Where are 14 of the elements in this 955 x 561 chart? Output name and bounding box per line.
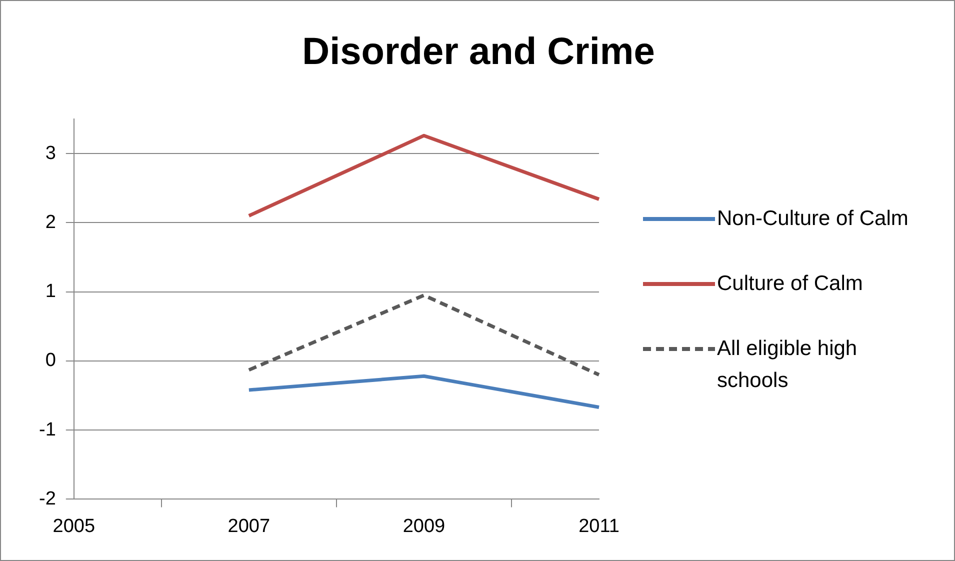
- chart-title: Disorder and Crime: [301, 31, 656, 74]
- y-tick-label: 1: [45, 281, 56, 302]
- x-tick-label: 2007: [228, 516, 270, 537]
- y-tick-label: 0: [45, 350, 56, 372]
- x-tick-label: 2005: [52, 516, 96, 537]
- legend-label: Non-Culture of Calm: [717, 206, 910, 232]
- legend-label: Culture of Calm: [717, 271, 864, 297]
- y-tick-label: 3: [45, 142, 56, 164]
- legend-label: All eligible high schools: [717, 336, 858, 394]
- x-tick-label: 2011: [578, 516, 620, 537]
- y-tick-label: -2: [38, 488, 56, 510]
- x-tick-label: 2009: [402, 516, 446, 537]
- y-tick-label: 2: [45, 212, 56, 233]
- y-tick-label: -1: [38, 419, 56, 440]
